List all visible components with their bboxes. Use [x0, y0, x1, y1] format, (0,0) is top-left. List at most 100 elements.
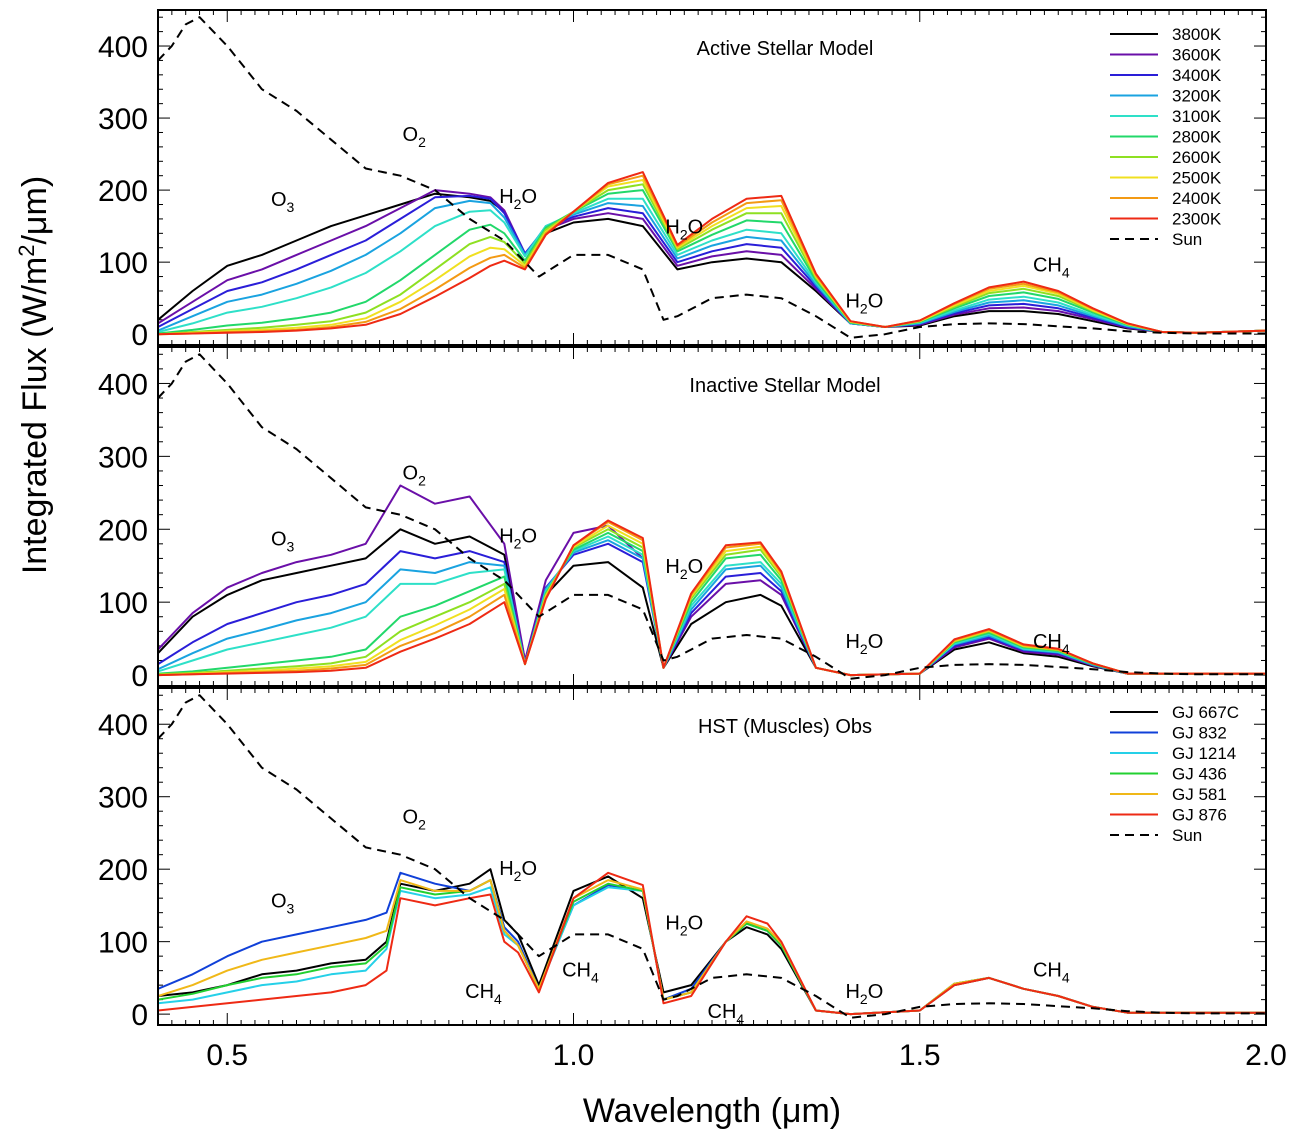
molecule-subscript: 3	[287, 199, 295, 215]
molecule-subscript: 2	[418, 817, 426, 833]
series-line-3400k	[158, 194, 1266, 334]
molecule-subscript: 2	[680, 566, 688, 582]
chart-panel-3: 0 100 200 300 400 0.5 1.0 1.5 2.0 HST (Muscles) O…	[98, 687, 1287, 1072]
molecule-annotation: H2O	[499, 186, 537, 212]
molecule-base: H	[845, 981, 859, 1003]
molecule-subscript: 4	[736, 1011, 744, 1027]
molecule-subscript: 2	[680, 922, 688, 938]
series-line-3800k	[158, 528, 1266, 677]
series-line-2600k	[158, 183, 1266, 336]
y-axis-label-unit: /μm)	[16, 176, 54, 245]
molecule-base: O	[403, 463, 419, 485]
molecule-base: O	[271, 891, 287, 913]
legend-label: 2400K	[1172, 189, 1222, 208]
y-tick-label: 100	[98, 247, 148, 280]
y-tick-label: 400	[98, 709, 148, 742]
molecule-annotation: H2O	[665, 912, 703, 938]
molecule-base: H	[499, 525, 513, 547]
molecule-subscript: 2	[860, 301, 868, 317]
molecule-subscript: 2	[680, 226, 688, 242]
molecule-base: O	[271, 528, 287, 550]
molecule-base: CH	[1033, 255, 1062, 277]
molecule-subscript: 4	[1062, 641, 1070, 657]
molecule-annotation: CH4	[562, 959, 599, 985]
y-tick-label: 200	[98, 514, 148, 547]
y-tick-label: 400	[98, 368, 148, 401]
series-line-3200k	[158, 199, 1266, 334]
molecule-annotation: CH4	[708, 1001, 745, 1027]
molecule-subscript: 2	[514, 868, 522, 884]
x-tick-label: 1.5	[899, 1039, 941, 1072]
series-group	[158, 353, 1266, 680]
molecule-annotation: H2O	[845, 631, 883, 657]
molecule-base: CH	[1033, 959, 1062, 981]
molecule-suffix: O	[868, 291, 884, 313]
molecule-subscript: 4	[494, 991, 502, 1007]
legend-label: 2500K	[1172, 169, 1222, 188]
legend-label: GJ 1214	[1172, 744, 1236, 763]
series-line-3200k	[158, 539, 1266, 677]
molecule-base: H	[845, 631, 859, 653]
molecule-annotation: O2	[403, 807, 427, 833]
molecule-base: O	[403, 124, 419, 146]
y-tick-label: 400	[98, 31, 148, 64]
series-group	[158, 16, 1266, 339]
molecule-subscript: 3	[287, 538, 295, 554]
molecule-subscript: 2	[860, 991, 868, 1007]
molecule-suffix: O	[521, 525, 537, 547]
series-line-sun	[158, 694, 1266, 1019]
y-tick-label: 0	[131, 319, 148, 352]
molecule-base: H	[845, 291, 859, 313]
legend-label: Sun	[1172, 826, 1202, 845]
y-tick-label: 0	[131, 660, 148, 693]
molecule-annotation: O3	[271, 189, 295, 215]
molecule-subscript: 2	[418, 473, 426, 489]
molecule-annotation: O3	[271, 528, 295, 554]
y-tick-label: 300	[98, 782, 148, 815]
molecule-suffix: O	[521, 186, 537, 208]
legend-label: 3800K	[1172, 25, 1222, 44]
molecule-annotation: O2	[403, 124, 427, 150]
molecule-base: CH	[465, 981, 494, 1003]
plot-frame	[157, 346, 1267, 687]
plot-frame	[157, 9, 1267, 346]
molecule-suffix: O	[688, 216, 704, 238]
legend-label: 3100K	[1172, 107, 1222, 126]
series-line-3600k	[158, 189, 1266, 334]
molecule-subscript: 2	[418, 134, 426, 150]
molecule-annotation: H2O	[665, 216, 703, 242]
legend-label: 2600K	[1172, 148, 1222, 167]
legend-label: 2800K	[1172, 128, 1222, 147]
x-tick-label: 1.0	[553, 1039, 595, 1072]
molecule-subscript: 3	[287, 901, 295, 917]
molecule-suffix: O	[688, 912, 704, 934]
molecule-base: H	[665, 912, 679, 934]
y-axis-label: Integrated Flux (W/m2/μm)	[14, 176, 54, 574]
series-line-2400k	[158, 174, 1266, 336]
molecule-base: CH	[708, 1001, 737, 1023]
panel-title: Inactive Stellar Model	[689, 375, 880, 397]
molecule-base: H	[665, 216, 679, 238]
panel-title: HST (Muscles) Obs	[698, 716, 872, 738]
series-line-3100k	[158, 535, 1266, 677]
y-tick-label: 0	[131, 999, 148, 1032]
legend-label: 3200K	[1172, 87, 1222, 106]
legend-label: Sun	[1172, 230, 1202, 249]
molecule-annotation: H2O	[499, 525, 537, 551]
molecule-annotation: CH4	[1033, 255, 1070, 281]
legend-label: GJ 436	[1172, 765, 1227, 784]
series-line-2500k	[158, 524, 1266, 677]
molecule-suffix: O	[521, 858, 537, 880]
series-line-2600k	[158, 528, 1266, 677]
x-tick-label: 2.0	[1245, 1039, 1287, 1072]
series-line-3800k	[158, 192, 1266, 334]
molecule-annotation: H2O	[845, 981, 883, 1007]
x-axis-label: Wavelength (μm)	[583, 1092, 841, 1130]
legend-label: GJ 876	[1172, 806, 1227, 825]
molecule-subscript: 2	[514, 196, 522, 212]
panel-title: Active Stellar Model	[697, 38, 874, 60]
series-line-gj-1214	[158, 886, 1266, 1016]
